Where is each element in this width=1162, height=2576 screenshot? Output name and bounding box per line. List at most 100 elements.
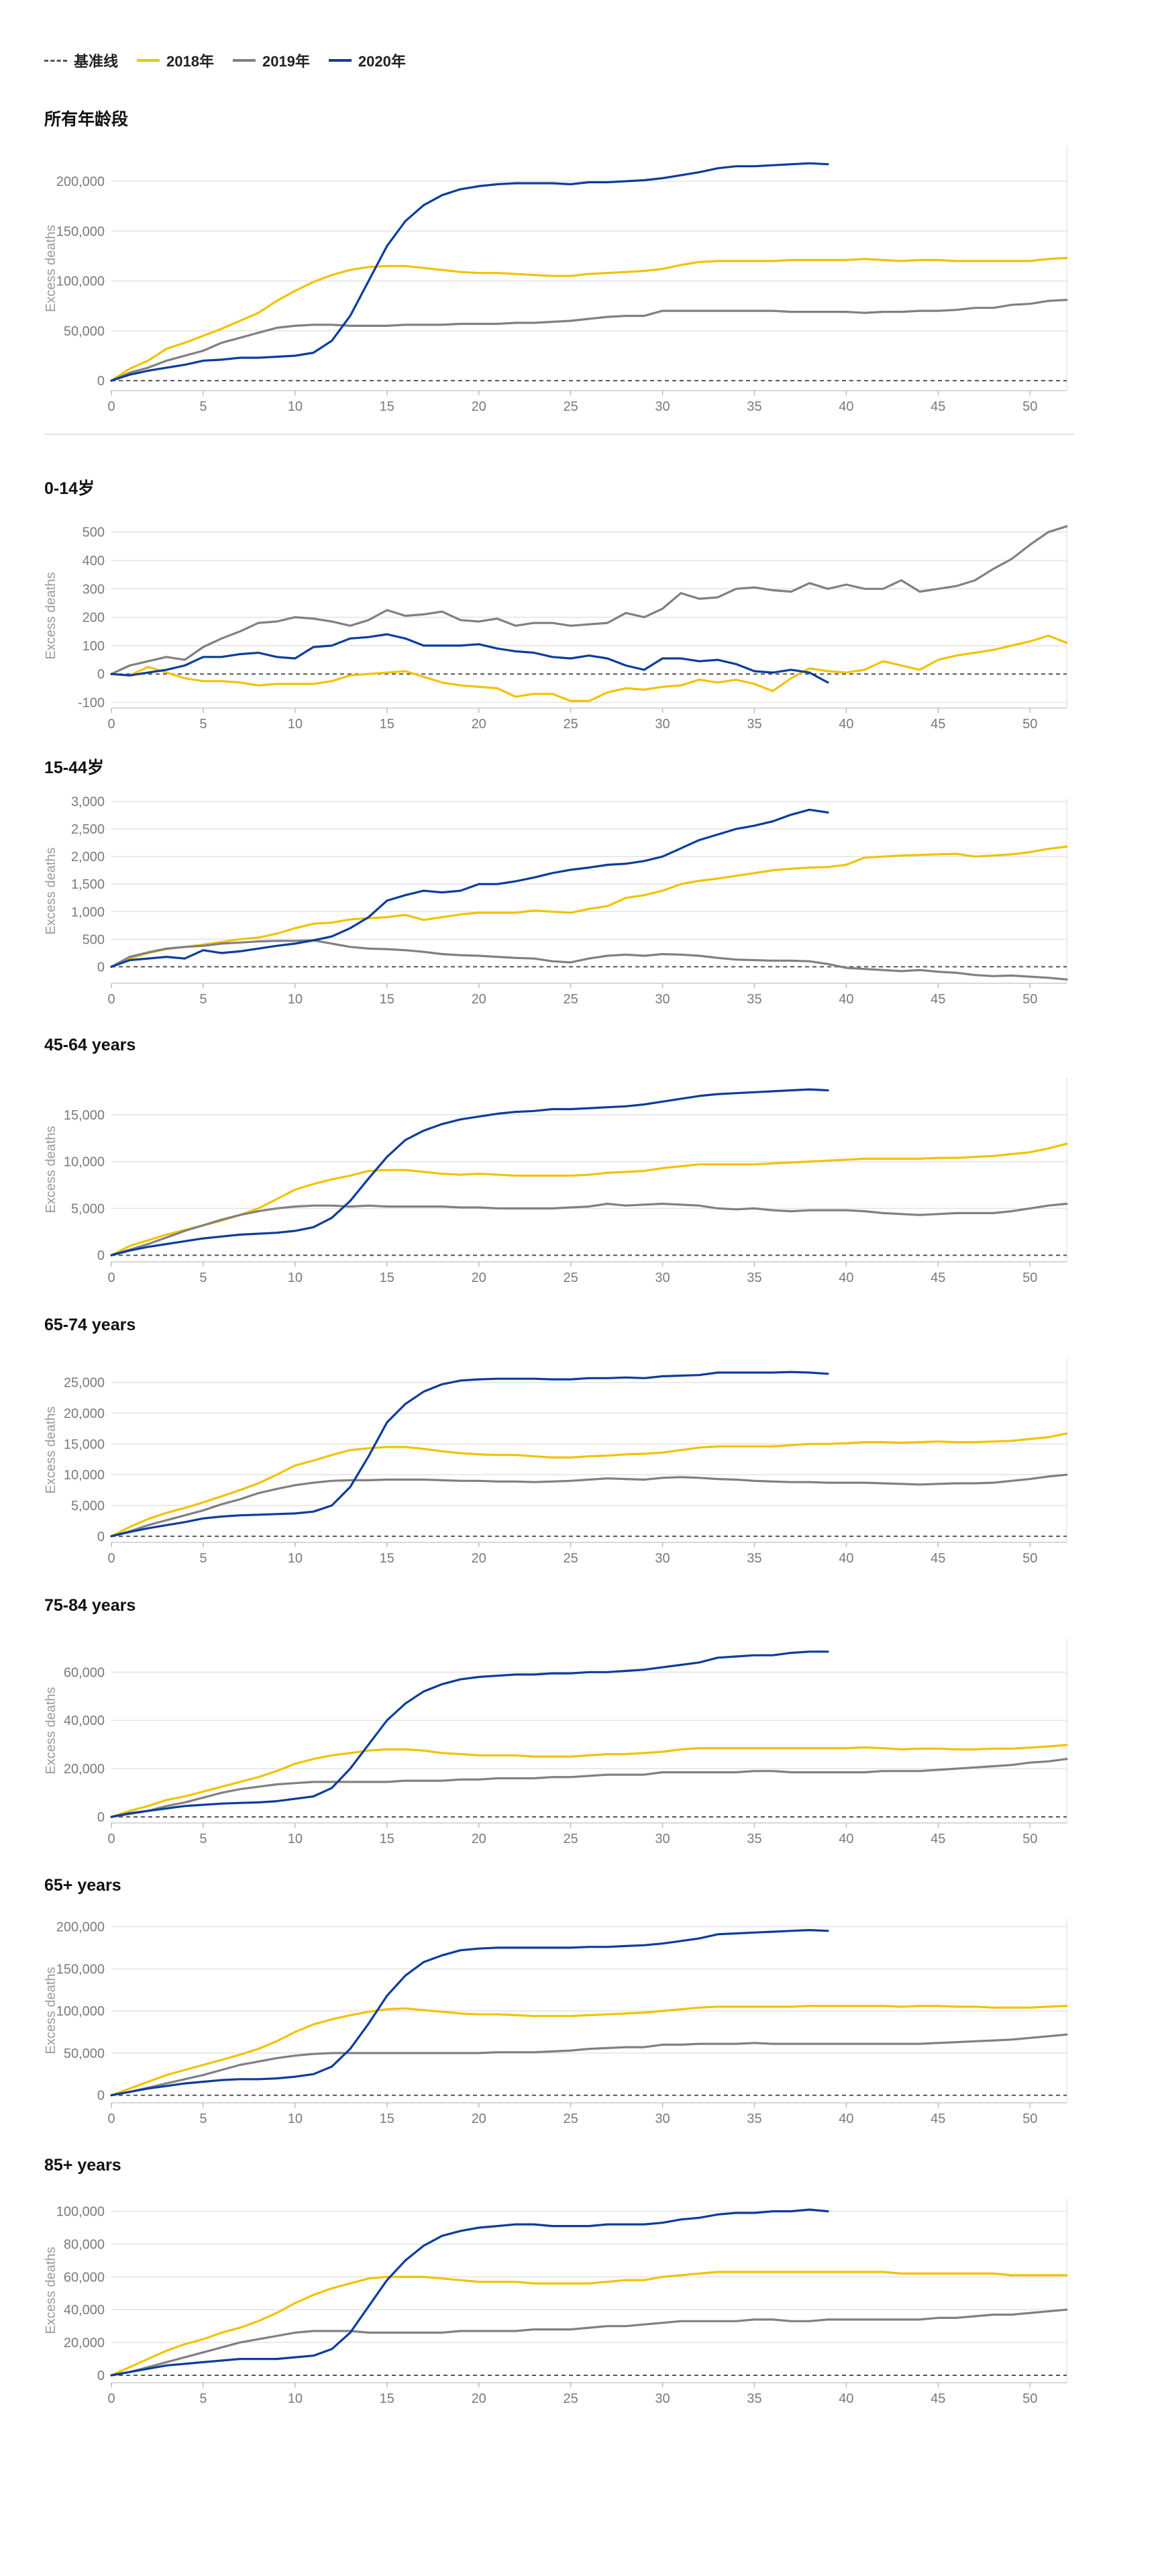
- x-tick-label: 45: [931, 992, 945, 1007]
- x-tick-label: 5: [199, 399, 207, 414]
- y-tick-label: 20,000: [64, 1762, 105, 1777]
- x-tick-label: 0: [107, 1271, 115, 1285]
- legend-swatch: [44, 59, 67, 62]
- legend-item: 2020年: [328, 50, 406, 71]
- x-tick-label: 40: [839, 717, 853, 732]
- x-tick-label: 25: [563, 2391, 578, 2406]
- x-tick-label: 30: [655, 992, 670, 1007]
- y-tick-label: 0: [97, 1530, 105, 1544]
- legend-swatch: [137, 59, 160, 62]
- y-tick-label: 2,500: [71, 822, 105, 837]
- y-tick-label: 200,000: [56, 175, 105, 189]
- x-tick-label: 30: [655, 399, 670, 414]
- x-tick-label: 10: [288, 2112, 303, 2126]
- legend-item: 2018年: [137, 50, 214, 71]
- x-tick-label: 10: [288, 399, 303, 414]
- x-tick-label: 10: [288, 1271, 303, 1285]
- series-line-2019年: [110, 1202, 1068, 1256]
- x-tick-label: 20: [472, 1551, 486, 1566]
- y-tick-label: 200,000: [56, 1920, 105, 1935]
- x-tick-label: 40: [839, 399, 853, 414]
- x-tick-label: 5: [199, 1551, 207, 1566]
- x-tick-label: 25: [563, 1551, 578, 1566]
- x-tick-label: 10: [288, 717, 303, 732]
- x-tick-label: 0: [107, 1832, 115, 1846]
- x-tick-label: 5: [199, 2112, 207, 2126]
- y-tick-label: 20,000: [64, 2336, 105, 2350]
- y-tick-label: 15,000: [64, 1437, 105, 1452]
- y-tick-label: 60,000: [64, 1665, 105, 1680]
- x-tick-label: 45: [931, 1551, 945, 1566]
- y-tick-label: 100,000: [56, 2205, 105, 2220]
- x-tick-label: 15: [380, 2391, 394, 2406]
- legend-label: 2018年: [166, 53, 214, 70]
- y-tick-label: 500: [83, 932, 105, 947]
- y-tick-label: 2,000: [71, 850, 105, 864]
- y-tick-label: 20,000: [64, 1407, 105, 1422]
- y-tick-label: 100: [83, 639, 105, 654]
- x-tick-label: 50: [1022, 399, 1037, 414]
- y-tick-label: 0: [97, 2369, 105, 2383]
- x-tick-label: 20: [472, 2391, 486, 2406]
- x-tick-label: 35: [747, 1551, 761, 1566]
- series-line-2020年: [110, 1929, 829, 2097]
- x-tick-label: 35: [747, 717, 761, 732]
- y-tick-label: 0: [97, 374, 105, 389]
- x-tick-label: 5: [199, 992, 207, 1007]
- y-axis-label: Excess deaths: [44, 225, 58, 312]
- series-line-2020年: [110, 808, 829, 968]
- y-tick-label: -100: [78, 696, 105, 711]
- chart-title: 15-44岁: [44, 758, 104, 777]
- line-chart: 0 20,000 40,000 60,000 80,000 100,000 0 5 10 15 20…: [44, 2198, 1068, 2406]
- x-tick-label: 15: [380, 399, 394, 414]
- x-tick-label: 25: [563, 1271, 578, 1285]
- x-tick-label: 35: [747, 1271, 761, 1285]
- y-tick-label: 300: [83, 582, 105, 597]
- x-tick-label: 20: [472, 1271, 486, 1285]
- x-tick-label: 45: [931, 1832, 945, 1846]
- y-axis-label: Excess deaths: [44, 1687, 58, 1774]
- series-line-2020年: [110, 2208, 829, 2377]
- x-tick-label: 50: [1022, 1551, 1037, 1566]
- x-tick-label: 30: [655, 2391, 670, 2406]
- x-tick-label: 25: [563, 399, 578, 414]
- x-tick-label: 30: [655, 1832, 670, 1846]
- x-tick-label: 10: [288, 992, 303, 1007]
- chart-title: 65-74 years: [44, 1316, 136, 1334]
- y-tick-label: 100,000: [56, 275, 105, 289]
- x-tick-label: 30: [655, 717, 670, 732]
- section-divider: [44, 434, 1074, 435]
- x-tick-label: 40: [839, 992, 853, 1007]
- x-tick-label: 25: [563, 992, 578, 1007]
- y-tick-label: 0: [97, 2089, 105, 2103]
- x-tick-label: 50: [1022, 1832, 1037, 1846]
- line-chart: 0 50,000 100,000 150,000 200,000 0 5 10 15 20 25 30…: [44, 146, 1068, 414]
- series-line-2018年: [110, 1432, 1068, 1538]
- y-tick-label: 3,000: [71, 795, 105, 809]
- y-tick-label: 0: [97, 1810, 105, 1825]
- y-axis-label: Excess deaths: [44, 1967, 58, 2054]
- x-tick-label: 45: [931, 2391, 945, 2406]
- legend-label: 2019年: [262, 53, 310, 70]
- y-tick-label: 50,000: [64, 2046, 105, 2061]
- x-tick-label: 20: [472, 399, 486, 414]
- y-tick-label: 40,000: [64, 2303, 105, 2318]
- x-tick-label: 15: [380, 717, 394, 732]
- series-line-2018年: [110, 1744, 1068, 1818]
- series-line-2020年: [110, 162, 829, 382]
- x-tick-label: 45: [931, 2112, 945, 2126]
- series-line-2018年: [110, 256, 1068, 382]
- series-line-2019年: [110, 2033, 1068, 2097]
- series-line-2018年: [110, 2271, 1068, 2377]
- y-tick-label: 200: [83, 611, 105, 626]
- x-tick-label: 30: [655, 2112, 670, 2126]
- series-line-2020年: [110, 1088, 829, 1256]
- x-tick-label: 45: [931, 717, 945, 732]
- x-tick-label: 10: [288, 1551, 303, 1566]
- x-tick-label: 15: [380, 2112, 394, 2126]
- x-tick-label: 50: [1022, 2391, 1037, 2406]
- x-tick-label: 15: [380, 1271, 394, 1285]
- series-line-2018年: [110, 2005, 1068, 2097]
- y-tick-label: 0: [97, 960, 105, 975]
